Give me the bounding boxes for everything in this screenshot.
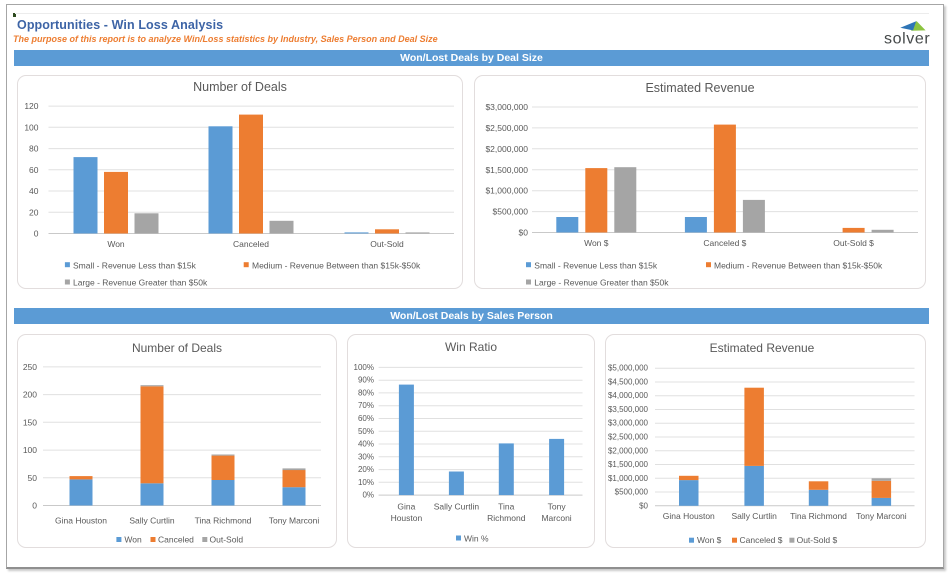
svg-text:$500,000: $500,000 (615, 488, 649, 497)
svg-text:$0: $0 (519, 228, 529, 238)
svg-text:60: 60 (29, 165, 39, 175)
svg-text:10%: 10% (358, 478, 374, 487)
svg-text:$1,500,000: $1,500,000 (485, 165, 528, 175)
svg-text:50%: 50% (358, 427, 374, 436)
svg-text:90%: 90% (358, 376, 374, 385)
svg-text:Estimated Revenue: Estimated Revenue (710, 341, 815, 355)
svg-text:$1,500,000: $1,500,000 (608, 460, 649, 469)
svg-text:0%: 0% (362, 491, 374, 500)
svg-text:100%: 100% (354, 363, 374, 372)
svg-text:120: 120 (24, 101, 38, 111)
svg-text:Win %: Win % (464, 534, 489, 544)
svg-text:0: 0 (32, 501, 37, 511)
svg-text:$2,500,000: $2,500,000 (485, 123, 528, 133)
svg-text:Canceled $: Canceled $ (740, 535, 783, 545)
svg-text:Tina Richmond: Tina Richmond (790, 511, 847, 521)
svg-text:$3,000,000: $3,000,000 (485, 102, 528, 112)
svg-text:Sally Curtlin: Sally Curtlin (434, 502, 480, 512)
svg-text:Won: Won (107, 239, 125, 249)
svg-text:$2,500,000: $2,500,000 (608, 433, 649, 442)
svg-text:Sally Curtlin: Sally Curtlin (129, 516, 175, 526)
svg-text:Win Ratio: Win Ratio (445, 340, 497, 354)
svg-text:250: 250 (23, 362, 37, 372)
svg-text:Estimated Revenue: Estimated Revenue (645, 81, 754, 95)
svg-text:Out-Sold: Out-Sold (370, 239, 404, 249)
svg-text:Won $: Won $ (584, 238, 609, 248)
svg-text:Canceled $: Canceled $ (703, 238, 746, 248)
svg-text:Small - Revenue Less than $15k: Small - Revenue Less than $15k (73, 260, 197, 270)
svg-text:Won $: Won $ (697, 535, 722, 545)
svg-text:$3,000,000: $3,000,000 (608, 419, 649, 428)
svg-text:150: 150 (23, 417, 37, 427)
svg-text:$4,500,000: $4,500,000 (608, 378, 649, 387)
svg-text:Sally Curtlin: Sally Curtlin (732, 511, 778, 521)
svg-text:Gina Houston: Gina Houston (663, 511, 715, 521)
svg-text:80%: 80% (358, 388, 374, 397)
svg-text:200: 200 (23, 390, 37, 400)
svg-text:Tina Richmond: Tina Richmond (195, 516, 252, 526)
svg-text:$4,000,000: $4,000,000 (608, 391, 649, 400)
svg-text:Tony Marconi: Tony Marconi (269, 516, 320, 526)
svg-text:Tony: Tony (548, 502, 567, 512)
svg-text:$1,000,000: $1,000,000 (608, 474, 649, 483)
svg-text:$0: $0 (639, 501, 648, 510)
svg-text:Medium - Revenue Between than: Medium - Revenue Between than $15k-$50k (714, 260, 883, 270)
svg-text:Richmond: Richmond (487, 513, 526, 523)
svg-text:40: 40 (29, 186, 39, 196)
svg-text:100: 100 (24, 122, 38, 132)
svg-text:Out-Sold: Out-Sold (210, 535, 244, 545)
svg-text:Tony Marconi: Tony Marconi (856, 511, 907, 521)
svg-text:Out-Sold $: Out-Sold $ (833, 238, 874, 248)
svg-text:Gina Houston: Gina Houston (55, 516, 107, 526)
svg-text:Medium - Revenue Between than: Medium - Revenue Between than $15k-$50k (252, 260, 421, 270)
svg-text:40%: 40% (358, 440, 374, 449)
svg-text:Large - Revenue Greater than $: Large - Revenue Greater than $50k (73, 278, 208, 288)
svg-text:$500,000: $500,000 (493, 207, 529, 217)
svg-text:0: 0 (34, 229, 39, 239)
svg-text:Number of Deals: Number of Deals (132, 341, 222, 355)
svg-text:$2,000,000: $2,000,000 (485, 144, 528, 154)
svg-text:Out-Sold $: Out-Sold $ (797, 535, 838, 545)
svg-text:30%: 30% (358, 452, 374, 461)
svg-text:50: 50 (28, 473, 38, 483)
svg-text:Tina: Tina (498, 502, 514, 512)
svg-text:Large - Revenue Greater than $: Large - Revenue Greater than $50k (534, 278, 669, 288)
svg-text:Small - Revenue Less than $15k: Small - Revenue Less than $15k (534, 260, 658, 270)
svg-text:Gina: Gina (397, 502, 415, 512)
svg-text:$1,000,000: $1,000,000 (485, 186, 528, 196)
svg-text:Number of Deals: Number of Deals (193, 80, 287, 94)
svg-text:Houston: Houston (391, 513, 423, 523)
svg-text:20: 20 (29, 207, 39, 217)
svg-text:Canceled: Canceled (158, 535, 194, 545)
svg-text:$3,500,000: $3,500,000 (608, 405, 649, 414)
svg-text:Canceled: Canceled (233, 239, 269, 249)
svg-text:Marconi: Marconi (541, 513, 571, 523)
svg-text:80: 80 (29, 144, 39, 154)
svg-text:70%: 70% (358, 401, 374, 410)
svg-text:60%: 60% (358, 414, 374, 423)
svg-text:$2,000,000: $2,000,000 (608, 446, 649, 455)
svg-text:$5,000,000: $5,000,000 (608, 364, 649, 373)
svg-text:20%: 20% (358, 465, 374, 474)
svg-text:Won: Won (124, 535, 142, 545)
svg-text:100: 100 (23, 445, 37, 455)
svg-text:solver: solver (884, 31, 930, 47)
